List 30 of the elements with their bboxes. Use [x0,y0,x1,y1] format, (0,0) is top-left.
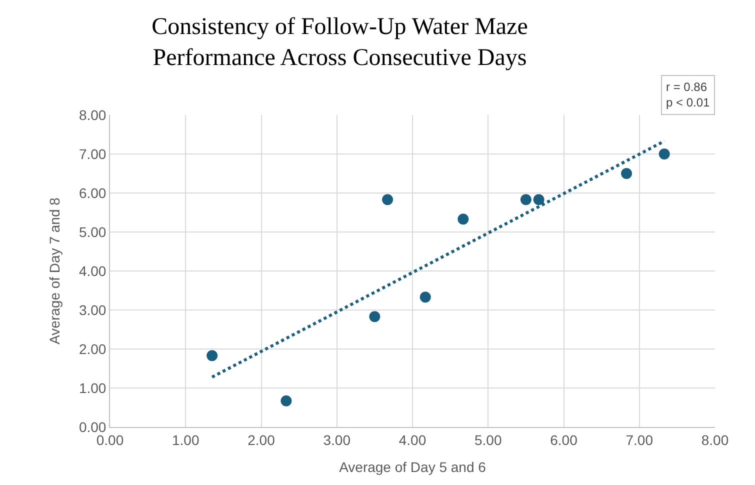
x-tick-label: 3.00 [323,432,351,448]
y-tick-label: 1.00 [78,380,106,396]
x-tick-label: 6.00 [550,432,578,448]
point [520,194,532,206]
point [369,311,380,322]
x-tick-label: 7.00 [626,432,654,448]
y-tick-label: 6.00 [78,184,106,201]
x-tick-label: 2.00 [248,432,276,448]
y-tick-label: 5.00 [78,224,106,240]
point [458,214,469,225]
y-tick-label: 8.00 [78,106,106,123]
y-axis-title: Average of Day 7 and 8 [46,197,63,344]
x-tick-label: 4.00 [398,432,426,448]
point [206,350,218,362]
y-tick-label: 3.00 [78,302,106,318]
point [658,148,670,160]
point [280,395,292,406]
point [533,194,544,206]
point [621,168,632,179]
x-axis-title: Average of Day 5 and 6 [339,459,486,476]
text: r = 0.86 p < 0.01 [666,80,710,110]
x-tick-label: 1.00 [172,432,200,448]
y-tick-label: 2.00 [78,340,106,357]
y-tick-label: 7.00 [78,146,106,162]
point [420,292,431,303]
point [382,194,394,206]
chart-title: Consistency of Follow-Up Water Maze Performance Across Consecutive Days [152,14,528,72]
y-tick-label: 4.00 [78,262,106,279]
x-tick-label: 8.00 [701,432,729,448]
x-tick-label: 5.00 [474,432,502,448]
